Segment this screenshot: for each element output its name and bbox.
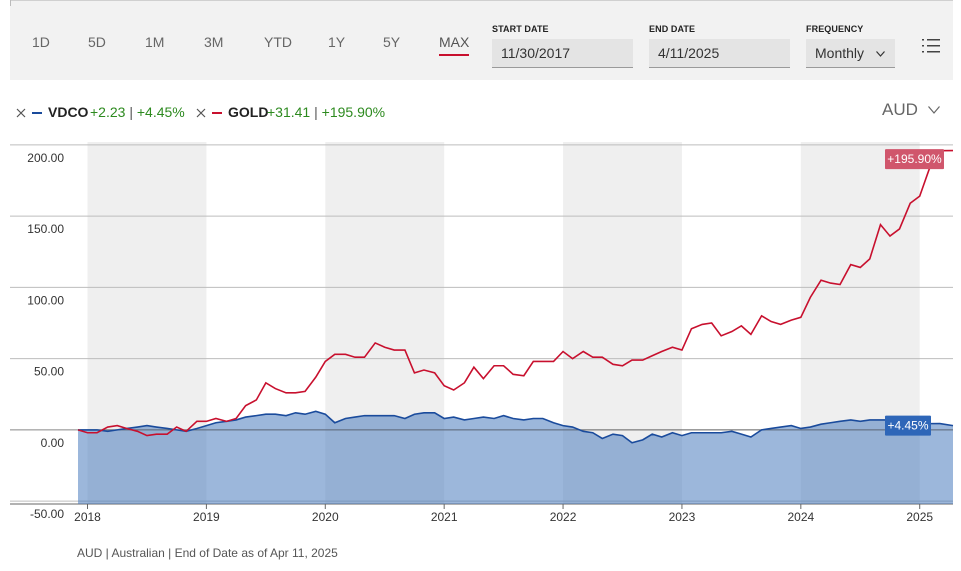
gold-legend-values: +31.41 | +195.90% <box>267 104 386 120</box>
vdco-change: +2.23 <box>90 104 126 120</box>
range-3m-button[interactable]: 3M <box>204 34 224 50</box>
gold-legend-name: GOLD <box>228 104 269 120</box>
gold-change: +31.41 <box>267 104 311 120</box>
currency-select[interactable]: AUD <box>882 100 918 119</box>
range-ytd-button[interactable]: YTD <box>264 34 292 50</box>
gold-end-badge <box>885 149 944 170</box>
gold-legend-swatch <box>212 112 222 114</box>
frequency-label: FREQUENCY <box>806 24 864 34</box>
y-tick-label: 150.00 <box>27 222 64 236</box>
vdco-end-badge <box>885 415 931 436</box>
end-date-label: END DATE <box>649 24 696 34</box>
y-tick-label: 0.00 <box>41 436 65 450</box>
y-tick-label: 50.00 <box>34 365 64 379</box>
range-1d-button[interactable]: 1D <box>32 34 50 50</box>
y-tick-label: -50.00 <box>30 507 64 521</box>
x-tick-label: 2018 <box>74 510 101 524</box>
y-tick-label: 100.00 <box>27 293 64 307</box>
range-1y-button[interactable]: 1Y <box>328 34 346 50</box>
range-max-button[interactable]: MAX <box>439 34 470 56</box>
x-tick-label: 2022 <box>550 510 577 524</box>
x-tick-label: 2023 <box>669 510 696 524</box>
x-tick-label: 2025 <box>906 510 933 524</box>
frequency-select[interactable]: Monthly <box>806 39 895 68</box>
range-1m-button[interactable]: 1M <box>145 34 165 50</box>
vdco-legend-values: +2.23 | +4.45% <box>90 104 185 120</box>
vdco-area <box>78 411 953 504</box>
toolbar <box>10 0 953 80</box>
remove-gold-icon[interactable] <box>196 108 206 118</box>
vdco-series-line <box>78 410 954 444</box>
frequency-value: Monthly <box>815 45 865 61</box>
toolbar-edge <box>10 0 11 6</box>
range-5d-button[interactable]: 5D <box>88 34 106 50</box>
list-menu-icon[interactable] <box>922 38 940 54</box>
x-tick-label: 2020 <box>312 510 339 524</box>
vdco-legend-name: VDCO <box>48 104 89 120</box>
vdco-end-badge-label: +4.45% <box>887 419 928 433</box>
performance-chart: 200.00 150.00 100.00 50.00 0.00 -50.00 2018 201… <box>10 142 954 524</box>
start-date-input[interactable]: 11/30/2017 <box>492 39 633 68</box>
vdco-pct: +4.45% <box>136 104 185 120</box>
x-tick-label: 2019 <box>193 510 220 524</box>
y-tick-label: 200.00 <box>27 151 64 165</box>
gold-series-line <box>77 149 954 437</box>
end-date-input[interactable]: 4/11/2025 <box>649 39 790 68</box>
gold-end-badge-label: +195.90% <box>887 152 942 166</box>
range-5y-button[interactable]: 5Y <box>383 34 401 50</box>
start-date-label: START DATE <box>492 24 549 34</box>
vdco-legend-swatch <box>32 112 42 114</box>
footnote: AUD | Australian | End of Date as of Apr… <box>77 546 338 560</box>
currency-chevron-icon[interactable] <box>928 106 940 114</box>
start-date-value: 11/30/2017 <box>501 45 571 61</box>
x-tick-label: 2021 <box>431 510 458 524</box>
gold-pct: +195.90% <box>321 104 386 120</box>
remove-vdco-icon[interactable] <box>16 108 26 118</box>
end-date-value: 4/11/2025 <box>658 45 720 61</box>
chevron-down-icon <box>876 51 885 57</box>
x-tick-label: 2024 <box>787 510 814 524</box>
